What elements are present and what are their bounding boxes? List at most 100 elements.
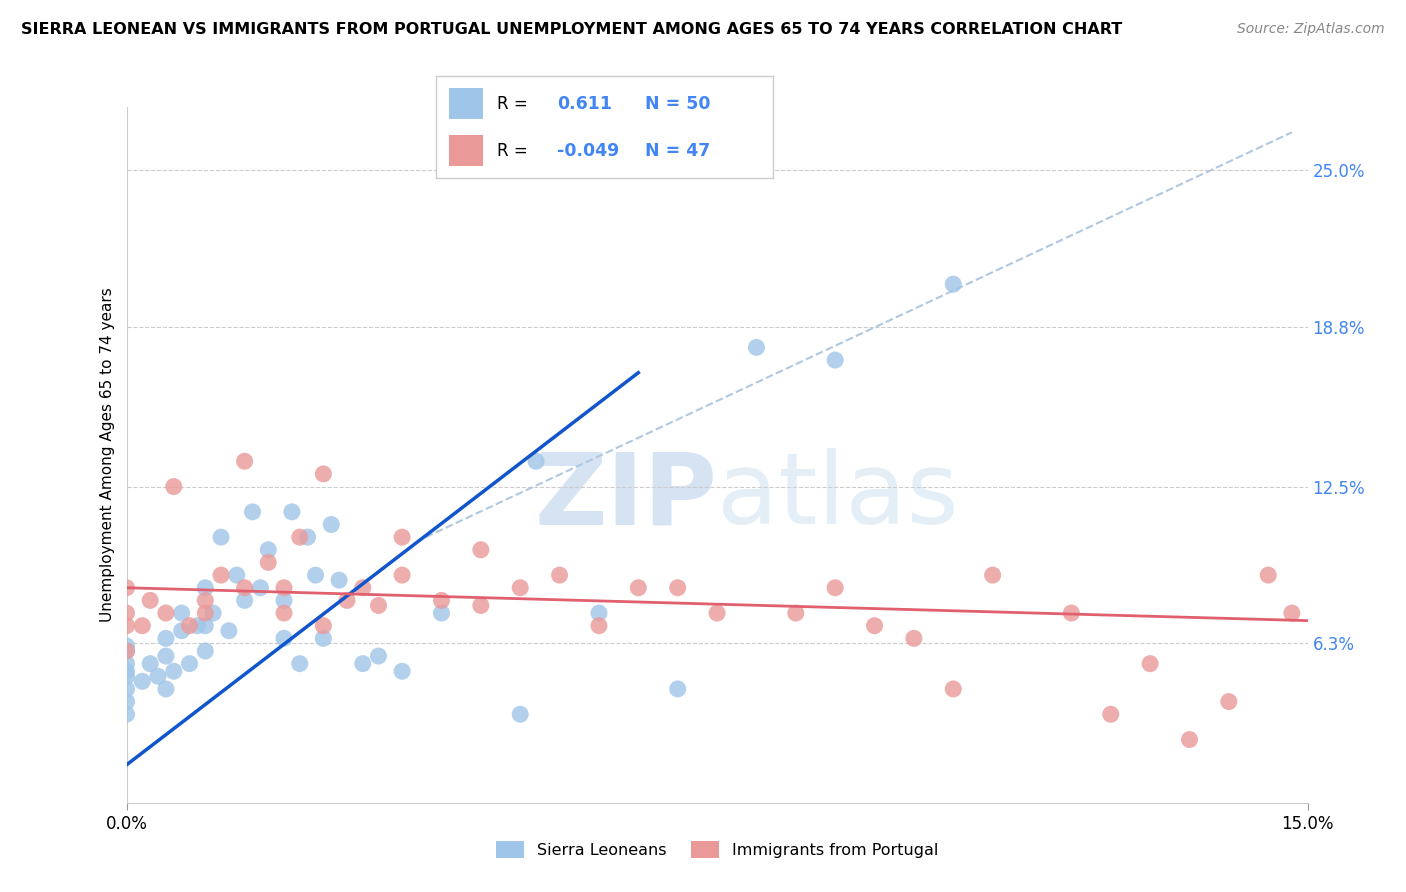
- Point: [131, 618, 153, 632]
- Text: 0.611: 0.611: [557, 95, 613, 112]
- Point: [179, 657, 201, 671]
- Point: [115, 669, 138, 683]
- Point: [115, 581, 138, 595]
- Point: [273, 632, 295, 646]
- Point: [391, 665, 413, 679]
- Point: [1257, 568, 1279, 582]
- Point: [155, 681, 177, 696]
- Point: [139, 657, 162, 671]
- Point: [942, 277, 965, 292]
- Text: atlas: atlas: [717, 448, 959, 545]
- Point: [170, 606, 193, 620]
- Point: [1060, 606, 1083, 620]
- Point: [391, 568, 413, 582]
- Point: [225, 568, 247, 582]
- Point: [146, 669, 169, 683]
- Point: [115, 695, 138, 709]
- Point: [1281, 606, 1303, 620]
- Bar: [450, 88, 484, 119]
- Point: [352, 657, 374, 671]
- Bar: [450, 136, 484, 166]
- Point: [115, 639, 138, 653]
- Point: [321, 517, 343, 532]
- Point: [1218, 695, 1240, 709]
- Point: [257, 556, 280, 570]
- Point: [942, 681, 965, 696]
- Point: [194, 581, 217, 595]
- Point: [336, 593, 359, 607]
- Text: R =: R =: [496, 142, 527, 160]
- Point: [981, 568, 1004, 582]
- Point: [233, 454, 256, 468]
- Point: [155, 632, 177, 646]
- Point: [288, 657, 311, 671]
- Point: [194, 606, 217, 620]
- Point: [281, 505, 304, 519]
- Point: [115, 665, 138, 679]
- Point: [155, 648, 177, 663]
- Point: [163, 665, 186, 679]
- Point: [242, 505, 264, 519]
- Point: [666, 581, 689, 595]
- Point: [202, 606, 225, 620]
- Point: [352, 581, 374, 595]
- Point: [139, 593, 162, 607]
- Point: [194, 593, 217, 607]
- Point: [588, 606, 610, 620]
- Point: [430, 593, 453, 607]
- Point: [115, 618, 138, 632]
- Point: [115, 606, 138, 620]
- Point: [209, 530, 232, 544]
- Text: ZIP: ZIP: [534, 448, 717, 545]
- Point: [155, 606, 177, 620]
- Text: Source: ZipAtlas.com: Source: ZipAtlas.com: [1237, 22, 1385, 37]
- Point: [785, 606, 807, 620]
- Point: [1099, 707, 1122, 722]
- Point: [1178, 732, 1201, 747]
- Point: [1139, 657, 1161, 671]
- Legend: Sierra Leoneans, Immigrants from Portugal: Sierra Leoneans, Immigrants from Portuga…: [489, 835, 945, 864]
- Point: [391, 530, 413, 544]
- Point: [273, 581, 295, 595]
- Point: [903, 632, 925, 646]
- Point: [115, 644, 138, 658]
- Point: [470, 542, 492, 557]
- Point: [249, 581, 271, 595]
- Point: [312, 632, 335, 646]
- Point: [548, 568, 571, 582]
- Point: [367, 648, 389, 663]
- Y-axis label: Unemployment Among Ages 65 to 74 years: Unemployment Among Ages 65 to 74 years: [100, 287, 115, 623]
- Point: [131, 674, 153, 689]
- Point: [863, 618, 886, 632]
- Point: [273, 593, 295, 607]
- Point: [509, 581, 531, 595]
- Point: [115, 644, 138, 658]
- Point: [824, 353, 846, 368]
- Point: [233, 581, 256, 595]
- Point: [304, 568, 326, 582]
- Point: [115, 657, 138, 671]
- Point: [666, 681, 689, 696]
- Point: [115, 707, 138, 722]
- Point: [233, 593, 256, 607]
- Point: [745, 340, 768, 354]
- Point: [524, 454, 547, 468]
- Point: [367, 599, 389, 613]
- Point: [509, 707, 531, 722]
- Point: [312, 618, 335, 632]
- Point: [218, 624, 240, 638]
- Point: [706, 606, 728, 620]
- Text: R =: R =: [496, 95, 527, 112]
- Point: [170, 624, 193, 638]
- Text: -0.049: -0.049: [557, 142, 620, 160]
- Point: [257, 542, 280, 557]
- Point: [430, 606, 453, 620]
- Point: [186, 618, 208, 632]
- Point: [163, 479, 186, 493]
- Point: [115, 681, 138, 696]
- Text: SIERRA LEONEAN VS IMMIGRANTS FROM PORTUGAL UNEMPLOYMENT AMONG AGES 65 TO 74 YEAR: SIERRA LEONEAN VS IMMIGRANTS FROM PORTUG…: [21, 22, 1122, 37]
- Point: [470, 599, 492, 613]
- Point: [627, 581, 650, 595]
- Point: [194, 618, 217, 632]
- Point: [179, 618, 201, 632]
